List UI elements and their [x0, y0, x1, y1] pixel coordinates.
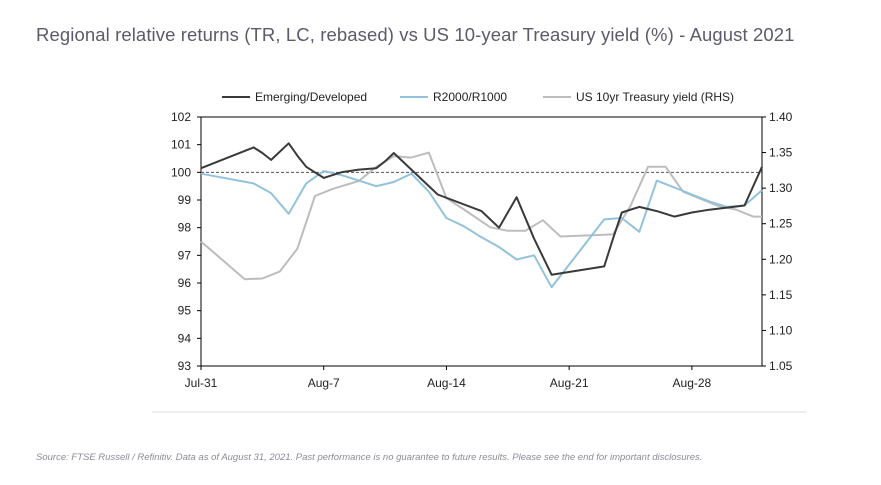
right-axis-tick-label: 1.40: [769, 110, 793, 124]
left-axis-tick-label: 102: [171, 110, 191, 124]
series-r2000-r1000: [200, 170, 763, 289]
right-axis-tick-label: 1.25: [769, 217, 793, 231]
legend: Emerging/Developed R2000/R1000 US 10yr Tre…: [222, 90, 734, 104]
left-axis-tick-label: 97: [178, 248, 192, 262]
x-axis-tick-label: Jul-31: [185, 376, 218, 390]
right-axis-tick-label: 1.05: [769, 359, 793, 373]
left-axis-tick-label: 99: [178, 193, 192, 207]
legend-label: Emerging/Developed: [255, 90, 367, 104]
axes: 93 94 95 96 97 98 99 100 101 102 1.05 1.10 1.15 1.20 1…: [171, 110, 793, 390]
right-axis-tick-label: 1.35: [769, 146, 793, 160]
left-axis-tick-label: 94: [178, 331, 192, 345]
x-axis-tick-label: Aug-21: [550, 376, 589, 390]
right-axis-tick-label: 1.10: [769, 323, 793, 337]
left-axis-tick-label: 100: [171, 165, 191, 179]
left-axis-tick-label: 98: [178, 221, 192, 235]
right-axis-tick-label: 1.20: [769, 252, 793, 266]
series-emerging-developed: [200, 142, 763, 276]
source-note: Source: FTSE Russell / Refinitiv. Data a…: [36, 452, 703, 463]
chart: Emerging/Developed R2000/R1000 US 10yr Tre…: [152, 90, 806, 413]
left-axis-tick-label: 93: [178, 359, 192, 373]
series-group: [200, 142, 763, 289]
right-axis-tick-label: 1.15: [769, 288, 793, 302]
x-axis-tick-label: Aug-28: [673, 376, 712, 390]
x-axis-tick-label: Aug-14: [427, 376, 466, 390]
left-axis-tick-label: 95: [178, 304, 192, 318]
chart-title: Regional relative returns (TR, LC, rebas…: [36, 24, 795, 45]
legend-label: US 10yr Treasury yield (RHS): [576, 90, 734, 104]
left-axis-tick-label: 96: [178, 276, 192, 290]
left-axis-tick-label: 101: [171, 138, 191, 152]
x-axis-tick-label: Aug-7: [308, 376, 340, 390]
right-axis-tick-label: 1.30: [769, 181, 793, 195]
legend-label: R2000/R1000: [433, 90, 507, 104]
plot-frame: [200, 116, 763, 367]
